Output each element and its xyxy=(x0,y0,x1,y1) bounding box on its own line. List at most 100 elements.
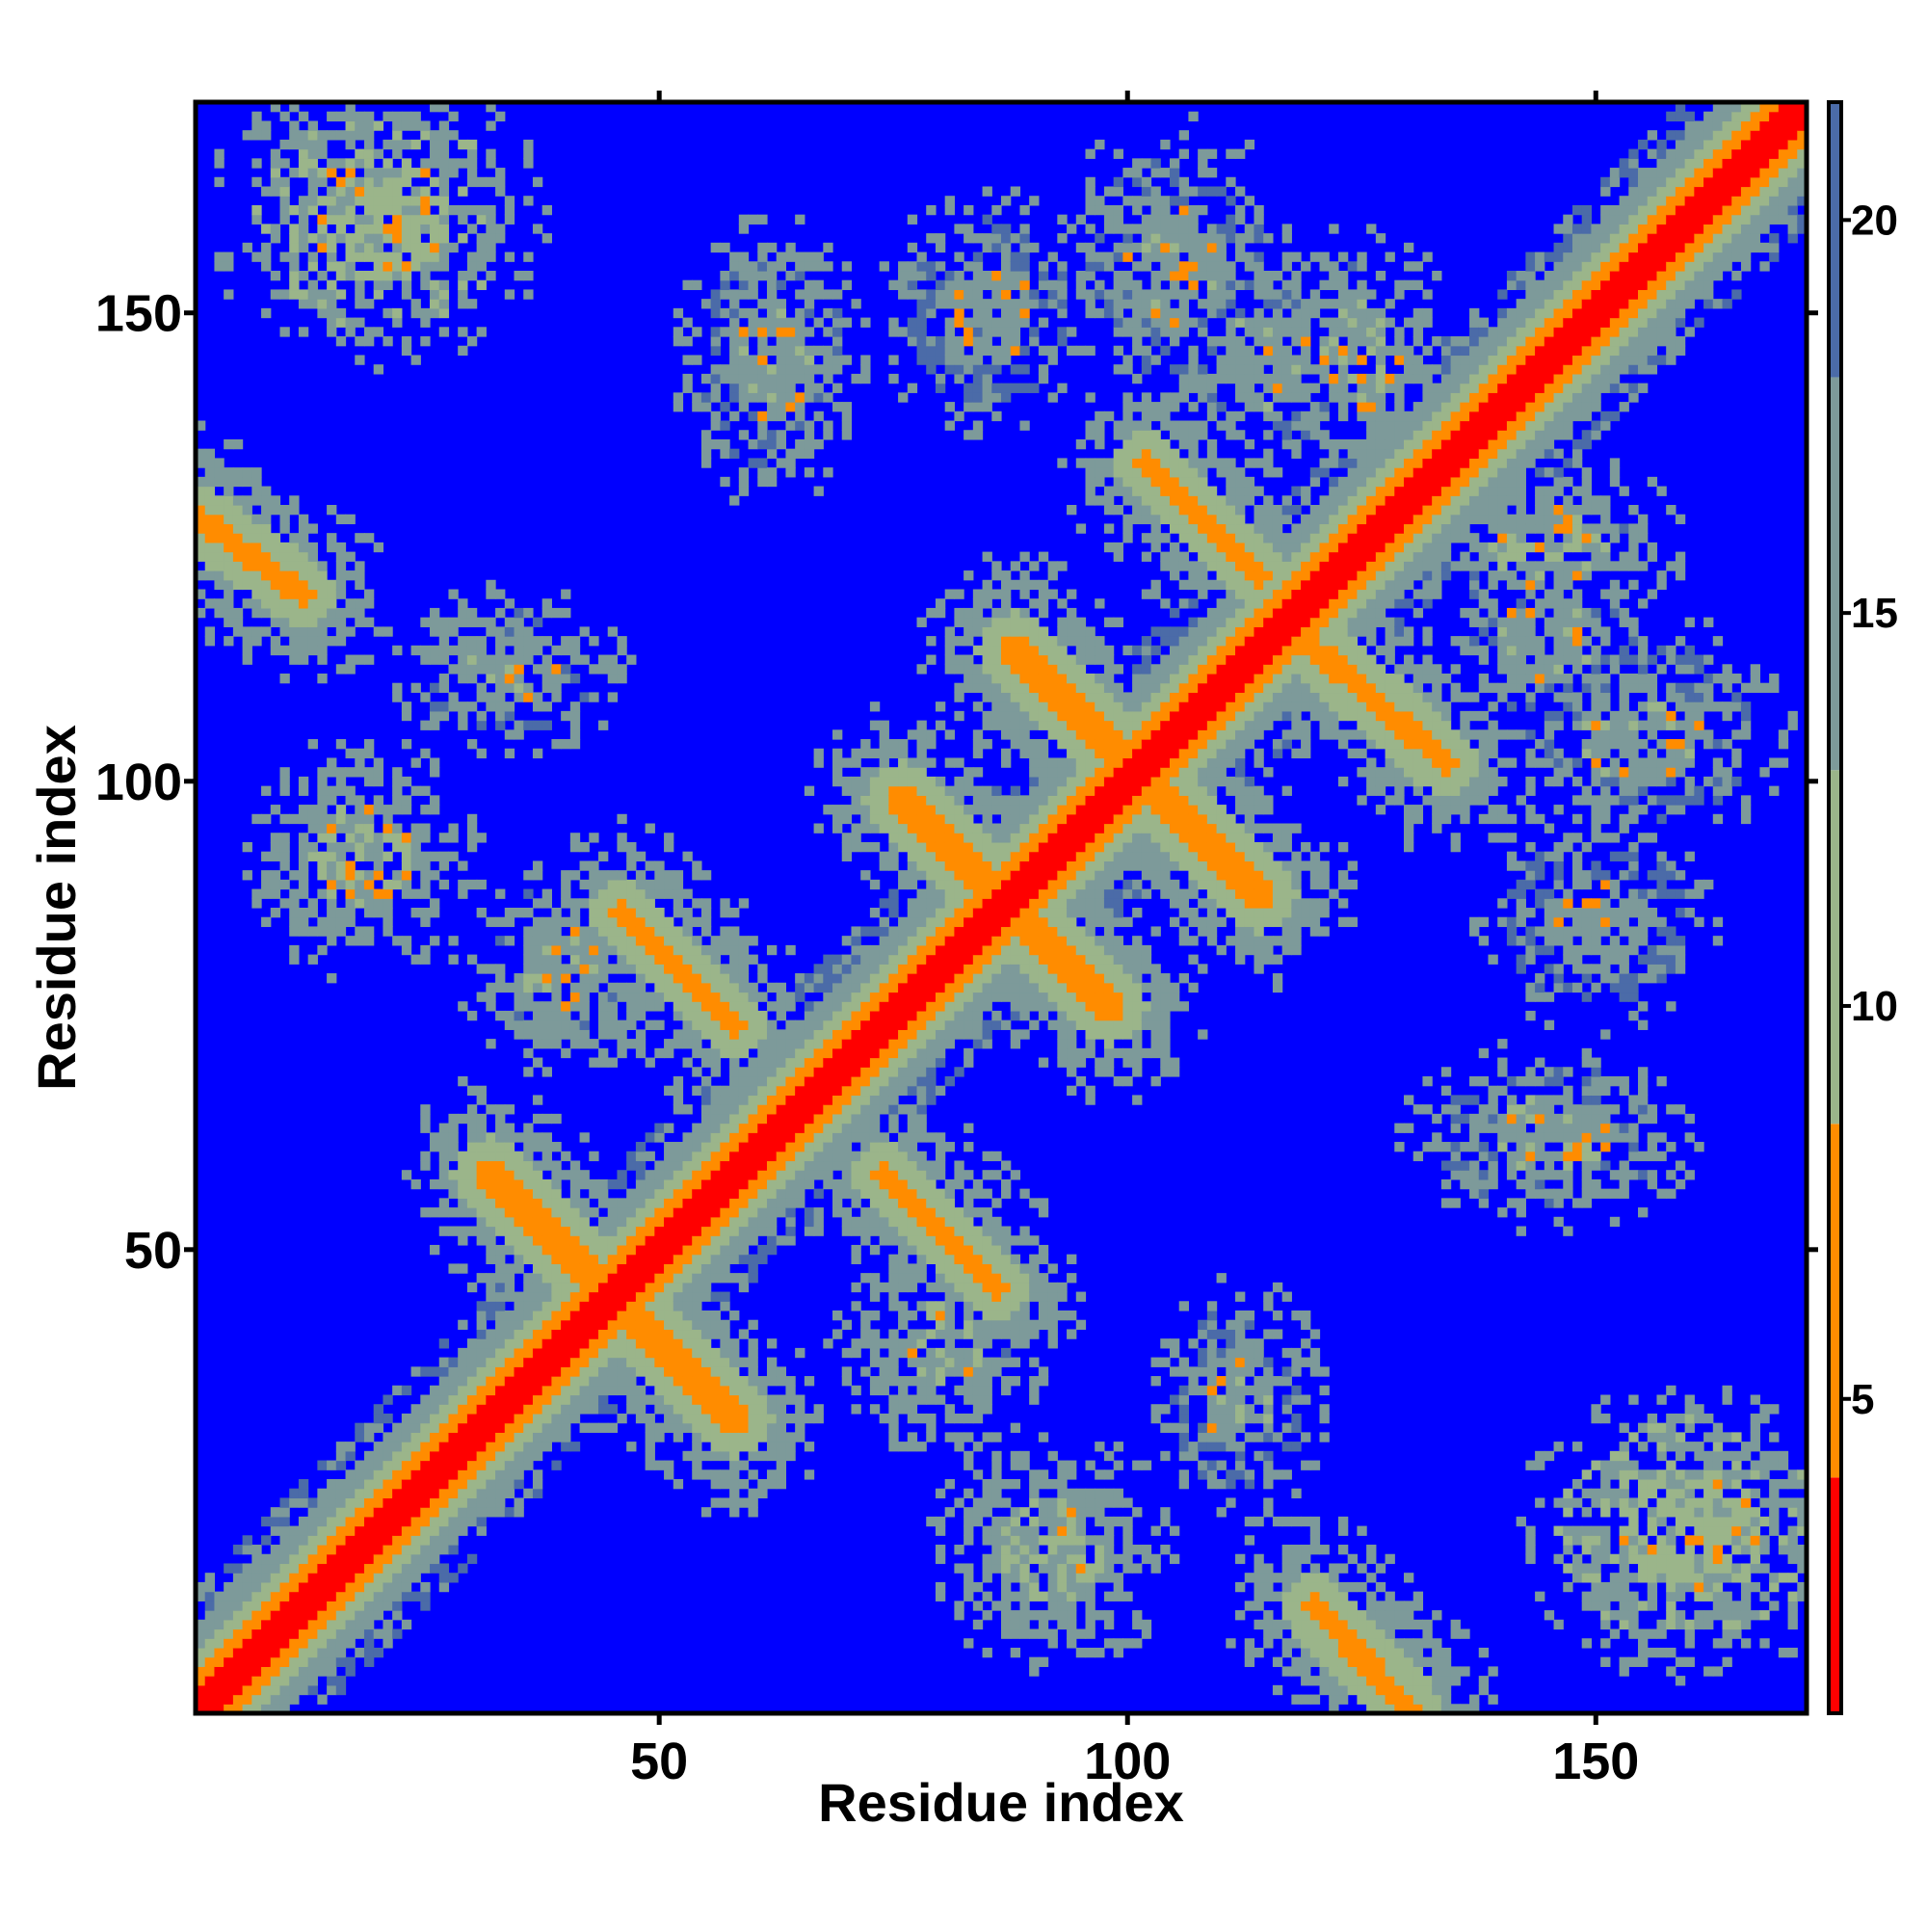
heatmap-cell xyxy=(795,1188,805,1199)
heatmap-cell xyxy=(692,279,702,291)
heatmap-cell xyxy=(710,1104,721,1115)
heatmap-cell xyxy=(898,1188,909,1199)
heatmap-cell xyxy=(738,1432,750,1442)
heatmap-cell xyxy=(795,214,805,225)
heatmap-cell xyxy=(514,1291,524,1302)
heatmap-cell xyxy=(898,944,909,956)
heatmap-cell xyxy=(766,317,778,328)
heatmap-cell xyxy=(551,1347,562,1359)
heatmap-cell xyxy=(692,1460,702,1470)
heatmap-cell xyxy=(373,805,384,815)
heatmap-cell xyxy=(748,270,758,281)
heatmap-cell xyxy=(682,1160,693,1171)
heatmap-cell xyxy=(495,682,506,694)
heatmap-cell xyxy=(916,261,927,272)
heatmap-cell xyxy=(682,1216,693,1228)
heatmap-cell xyxy=(757,1178,768,1190)
heatmap-cell xyxy=(196,1666,206,1677)
heatmap-cell xyxy=(635,954,647,965)
heatmap-cell xyxy=(645,1263,655,1274)
heatmap-cell xyxy=(841,1216,853,1228)
heatmap-cell xyxy=(916,1244,927,1256)
heatmap-cell xyxy=(392,645,403,656)
heatmap-cell xyxy=(410,954,421,965)
heatmap-cell xyxy=(307,279,318,291)
heatmap-cell xyxy=(982,823,992,834)
heatmap-cell xyxy=(888,1160,899,1171)
heatmap-cell xyxy=(232,561,244,571)
heatmap-cell xyxy=(261,916,272,928)
heatmap-cell xyxy=(729,1254,740,1264)
heatmap-cell xyxy=(476,1385,487,1396)
heatmap-cell xyxy=(692,1067,702,1077)
heatmap-cell xyxy=(926,1216,937,1228)
heatmap-cell xyxy=(224,607,234,619)
heatmap-cell xyxy=(224,1591,234,1601)
heatmap-cell xyxy=(617,936,627,946)
heatmap-cell xyxy=(532,1450,543,1462)
heatmap-cell xyxy=(598,908,609,918)
heatmap-cell xyxy=(954,1432,964,1442)
heatmap-cell xyxy=(607,1310,619,1321)
heatmap-cell xyxy=(617,1366,627,1377)
heatmap-cell xyxy=(458,1188,468,1199)
heatmap-cell xyxy=(345,196,356,206)
heatmap-cell xyxy=(776,1394,787,1405)
heatmap-cell xyxy=(579,1291,590,1302)
heatmap-cell xyxy=(954,617,964,627)
heatmap-cell xyxy=(327,589,337,599)
heatmap-cell xyxy=(486,1207,496,1218)
heatmap-cell xyxy=(224,1647,234,1658)
heatmap-cell xyxy=(420,1160,431,1171)
heatmap-cell xyxy=(438,1170,450,1180)
heatmap-cell xyxy=(692,402,702,412)
heatmap-cell xyxy=(682,1404,693,1415)
heatmap-cell xyxy=(373,168,384,178)
heatmap-cell xyxy=(673,870,684,881)
heatmap-cell xyxy=(757,364,768,375)
heatmap-cell xyxy=(561,1254,571,1264)
heatmap-cell xyxy=(307,636,318,647)
heatmap-cell xyxy=(317,926,328,937)
heatmap-cell xyxy=(355,1432,365,1442)
heatmap-cell xyxy=(523,1207,534,1218)
heatmap-cell xyxy=(907,1188,918,1199)
heatmap-cell xyxy=(738,1244,750,1256)
heatmap-cell xyxy=(869,805,881,815)
heatmap-cell xyxy=(710,1198,721,1208)
heatmap-cell xyxy=(561,1422,571,1433)
heatmap-cell xyxy=(682,973,693,984)
heatmap-cell xyxy=(729,1376,740,1387)
heatmap-cell xyxy=(935,701,946,712)
heatmap-cell xyxy=(486,1244,496,1256)
heatmap-cell xyxy=(673,926,684,937)
heatmap-cell xyxy=(335,664,347,675)
heatmap-cell xyxy=(355,1422,365,1433)
heatmap-cell xyxy=(383,1488,393,1499)
heatmap-cell xyxy=(635,1207,647,1218)
heatmap-cell xyxy=(504,1394,515,1405)
heatmap-cell xyxy=(738,1085,750,1097)
heatmap-cell xyxy=(532,898,543,909)
heatmap-cell xyxy=(738,1404,750,1415)
heatmap-cell xyxy=(645,1347,655,1359)
heatmap-cell xyxy=(335,860,347,871)
heatmap-cell xyxy=(673,1075,684,1087)
heatmap-cell xyxy=(673,1085,684,1097)
heatmap-cell xyxy=(345,795,356,806)
heatmap-cell xyxy=(383,1601,393,1611)
heatmap-cell xyxy=(888,1188,899,1199)
heatmap-cell xyxy=(224,289,234,300)
heatmap-cell xyxy=(757,1394,768,1405)
heatmap-cell xyxy=(720,1188,730,1199)
heatmap-cell xyxy=(795,1132,805,1143)
heatmap-cell xyxy=(289,1656,300,1667)
heatmap-cell xyxy=(430,1545,440,1555)
heatmap-cell xyxy=(363,767,375,778)
heatmap-cell xyxy=(430,1413,440,1424)
heatmap-cell xyxy=(645,1450,655,1462)
heatmap-cell xyxy=(635,1151,647,1162)
heatmap-cell xyxy=(851,795,861,806)
heatmap-cell xyxy=(964,1226,974,1236)
heatmap-cell xyxy=(495,1469,506,1480)
